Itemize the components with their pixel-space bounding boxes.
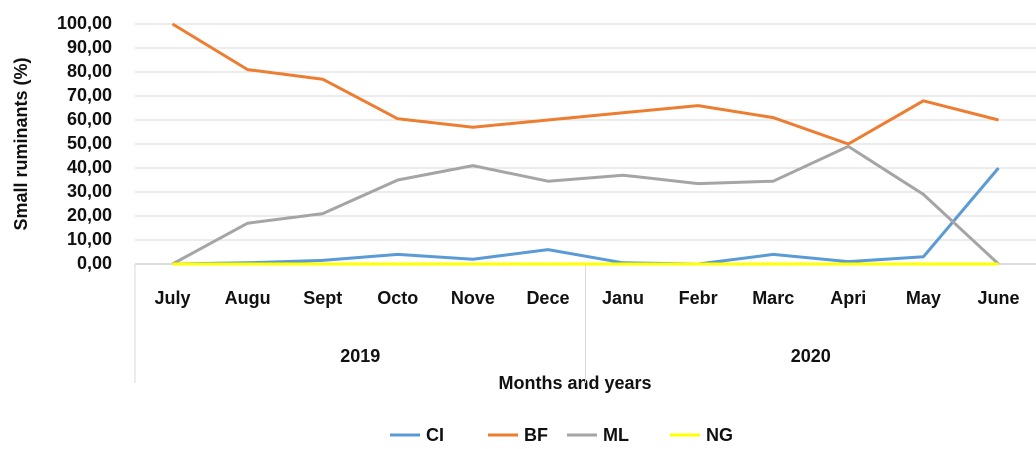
legend-label: NG (706, 425, 733, 445)
x-tick-label: Dece (526, 288, 569, 308)
x-axis-title: Months and years (498, 373, 651, 393)
y-tick-label: 20,00 (67, 205, 112, 225)
y-tick-label: 30,00 (67, 181, 112, 201)
x-tick-label: June (977, 288, 1019, 308)
x-tick-label: Augu (225, 288, 271, 308)
y-tick-label: 70,00 (67, 85, 112, 105)
legend-label: BF (524, 425, 548, 445)
y-tick-label: 90,00 (67, 37, 112, 57)
x-tick-label: Febr (679, 288, 718, 308)
legend-label: CI (426, 425, 444, 445)
x-tick-label: Marc (752, 288, 794, 308)
x-tick-label: May (906, 288, 941, 308)
x-tick-label: Nove (451, 288, 495, 308)
series-line (172, 167, 1000, 266)
y-tick-label: 100,00 (57, 13, 112, 33)
y-tick-label: 60,00 (67, 109, 112, 129)
y-tick-label: 40,00 (67, 157, 112, 177)
x-tick-label: Apri (830, 288, 866, 308)
x-group-label: 2020 (791, 346, 831, 366)
series-line (171, 144, 1000, 266)
legend-label: ML (603, 425, 629, 445)
y-tick-label: 10,00 (67, 229, 112, 249)
y-tick-label: 0,00 (77, 253, 112, 273)
x-tick-label: Octo (377, 288, 418, 308)
x-tick-label: Janu (602, 288, 644, 308)
x-group-label: 2019 (340, 346, 380, 366)
x-tick-label: July (155, 288, 191, 308)
y-tick-label: 50,00 (67, 133, 112, 153)
x-tick-label: Sept (303, 288, 342, 308)
y-tick-label: 80,00 (67, 61, 112, 81)
y-axis-title: Small ruminants (%) (11, 57, 31, 230)
series-line (171, 22, 999, 146)
